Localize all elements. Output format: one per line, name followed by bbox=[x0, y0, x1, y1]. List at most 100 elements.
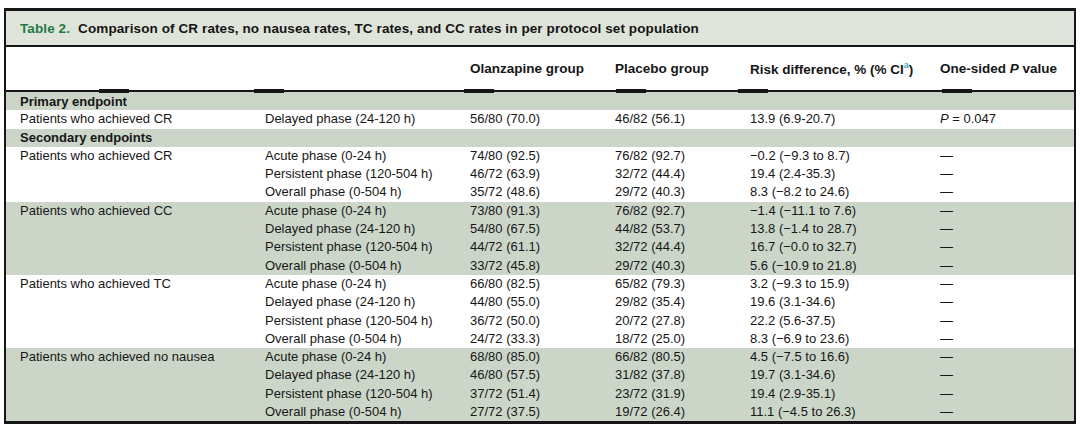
section-header-row: Secondary endpoints bbox=[6, 129, 1074, 147]
cell-olanzapine: 35/72 (48.6) bbox=[470, 183, 615, 201]
table-row: Delayed phase (24-120 h)46/80 (57.5)31/8… bbox=[6, 366, 1074, 384]
cell-endpoint: Patients who achieved no nausea bbox=[20, 348, 265, 366]
cell-placebo: 29/82 (35.4) bbox=[615, 293, 750, 311]
cell-placebo: 23/72 (31.9) bbox=[615, 385, 750, 403]
cell-olanzapine: 27/72 (37.5) bbox=[470, 403, 615, 421]
cell-risk-difference: 13.9 (6.9-20.7) bbox=[750, 110, 940, 128]
risk-header-close: ) bbox=[909, 62, 914, 77]
p-symbol: P bbox=[940, 111, 949, 126]
table-header-row: Olanzapine group Placebo group Risk diff… bbox=[6, 47, 1074, 92]
cell-phase: Acute phase (0-24 h) bbox=[265, 147, 470, 165]
cell-phase: Persistent phase (120-504 h) bbox=[265, 385, 470, 403]
cell-olanzapine: 46/80 (57.5) bbox=[470, 366, 615, 384]
cell-phase: Acute phase (0-24 h) bbox=[265, 348, 470, 366]
cell-risk-difference: 11.1 (−4.5 to 26.3) bbox=[750, 403, 940, 421]
table-row: Patients who achieved CCAcute phase (0-2… bbox=[6, 202, 1074, 220]
cell-risk-difference: −1.4 (−11.1 to 7.6) bbox=[750, 202, 940, 220]
table-row: Patients who achieved CRDelayed phase (2… bbox=[6, 110, 1074, 128]
cell-placebo: 44/82 (53.7) bbox=[615, 220, 750, 238]
column-rule-tick bbox=[942, 89, 972, 93]
table-row: Persistent phase (120-504 h)46/72 (63.9)… bbox=[6, 165, 1074, 183]
cell-risk-difference: 19.4 (2.9-35.1) bbox=[750, 385, 940, 403]
cell-placebo: 32/72 (44.4) bbox=[615, 165, 750, 183]
cell-olanzapine: 66/80 (82.5) bbox=[470, 275, 615, 293]
cell-p-value: — bbox=[940, 165, 1074, 183]
p-header-symbol: P bbox=[1010, 61, 1019, 76]
cell-p-value: — bbox=[940, 312, 1074, 330]
cell-olanzapine: 37/72 (51.4) bbox=[470, 385, 615, 403]
cell-risk-difference: 19.7 (3.1-34.6) bbox=[750, 366, 940, 384]
column-rule-tick bbox=[99, 89, 129, 93]
cell-olanzapine: 56/80 (70.0) bbox=[470, 110, 615, 128]
table-row: Patients who achieved no nauseaAcute pha… bbox=[6, 348, 1074, 366]
header-one-sided-p-value: One-sided P value bbox=[940, 61, 1074, 76]
cell-placebo: 18/72 (25.0) bbox=[615, 330, 750, 348]
cell-placebo: 19/72 (26.4) bbox=[615, 403, 750, 421]
table-number-label: Table 2. bbox=[20, 21, 70, 36]
table-2: Table 2. Comparison of CR rates, no naus… bbox=[4, 8, 1076, 424]
cell-p-value: — bbox=[940, 275, 1074, 293]
cell-olanzapine: 46/72 (63.9) bbox=[470, 165, 615, 183]
cell-risk-difference: 5.6 (−10.9 to 21.8) bbox=[750, 257, 940, 275]
cell-olanzapine: 24/72 (33.3) bbox=[470, 330, 615, 348]
cell-p-value: — bbox=[940, 202, 1074, 220]
cell-risk-difference: 19.6 (3.1-34.6) bbox=[750, 293, 940, 311]
table-row: Persistent phase (120-504 h)44/72 (61.1)… bbox=[6, 238, 1074, 256]
table-row: Delayed phase (24-120 h)44/80 (55.0)29/8… bbox=[6, 293, 1074, 311]
cell-p-value: — bbox=[940, 147, 1074, 165]
cell-endpoint: Patients who achieved CC bbox=[20, 202, 265, 220]
cell-p-value: — bbox=[940, 257, 1074, 275]
column-rule-tick bbox=[254, 89, 284, 93]
cell-risk-difference: 19.4 (2.4-35.3) bbox=[750, 165, 940, 183]
table-title-band: Table 2. Comparison of CR rates, no naus… bbox=[6, 11, 1074, 47]
cell-p-value: — bbox=[940, 330, 1074, 348]
cell-olanzapine: 74/80 (92.5) bbox=[470, 147, 615, 165]
cell-endpoint: Patients who achieved TC bbox=[20, 275, 265, 293]
section-header-label: Secondary endpoints bbox=[20, 130, 152, 145]
cell-endpoint: Patients who achieved CR bbox=[20, 110, 265, 128]
section-header-row: Primary endpoint bbox=[6, 92, 1074, 110]
cell-phase: Overall phase (0-504 h) bbox=[265, 403, 470, 421]
cell-risk-difference: 16.7 (−0.0 to 32.7) bbox=[750, 238, 940, 256]
cell-olanzapine: 33/72 (45.8) bbox=[470, 257, 615, 275]
cell-olanzapine: 68/80 (85.0) bbox=[470, 348, 615, 366]
cell-phase: Delayed phase (24-120 h) bbox=[265, 366, 470, 384]
cell-p-value: — bbox=[940, 220, 1074, 238]
cell-risk-difference: 8.3 (−6.9 to 23.6) bbox=[750, 330, 940, 348]
cell-p-value: — bbox=[940, 348, 1074, 366]
cell-placebo: 65/82 (79.3) bbox=[615, 275, 750, 293]
cell-placebo: 66/82 (80.5) bbox=[615, 348, 750, 366]
page: Table 2. Comparison of CR rates, no naus… bbox=[0, 0, 1080, 424]
cell-p-value: — bbox=[940, 293, 1074, 311]
cell-olanzapine: 36/72 (50.0) bbox=[470, 312, 615, 330]
cell-placebo: 76/82 (92.7) bbox=[615, 202, 750, 220]
table-row: Overall phase (0-504 h)35/72 (48.6)29/72… bbox=[6, 183, 1074, 201]
cell-risk-difference: 3.2 (−9.3 to 15.9) bbox=[750, 275, 940, 293]
cell-endpoint: Patients who achieved CR bbox=[20, 147, 265, 165]
cell-olanzapine: 73/80 (91.3) bbox=[470, 202, 615, 220]
table-body: Primary endpointPatients who achieved CR… bbox=[6, 92, 1074, 421]
cell-phase: Persistent phase (120-504 h) bbox=[265, 238, 470, 256]
cell-phase: Overall phase (0-504 h) bbox=[265, 183, 470, 201]
table-row: Persistent phase (120-504 h)37/72 (51.4)… bbox=[6, 385, 1074, 403]
cell-phase: Overall phase (0-504 h) bbox=[265, 330, 470, 348]
cell-p-value: — bbox=[940, 403, 1074, 421]
table-title-text: Comparison of CR rates, no nausea rates,… bbox=[78, 21, 699, 36]
p-header-suffix: value bbox=[1019, 61, 1057, 76]
cell-phase: Delayed phase (24-120 h) bbox=[265, 293, 470, 311]
column-rule-tick bbox=[738, 89, 768, 93]
table-row: Overall phase (0-504 h)33/72 (45.8)29/72… bbox=[6, 257, 1074, 275]
header-risk-difference: Risk difference, % (% CIa) bbox=[750, 60, 940, 77]
cell-placebo: 29/72 (40.3) bbox=[615, 183, 750, 201]
table-row: Patients who achieved TCAcute phase (0-2… bbox=[6, 275, 1074, 293]
header-olanzapine-group: Olanzapine group bbox=[470, 61, 615, 76]
cell-placebo: 20/72 (27.8) bbox=[615, 312, 750, 330]
cell-phase: Delayed phase (24-120 h) bbox=[265, 110, 470, 128]
cell-placebo: 32/72 (44.4) bbox=[615, 238, 750, 256]
cell-p-value: — bbox=[940, 183, 1074, 201]
cell-placebo: 29/72 (40.3) bbox=[615, 257, 750, 275]
cell-placebo: 76/82 (92.7) bbox=[615, 147, 750, 165]
cell-phase: Delayed phase (24-120 h) bbox=[265, 220, 470, 238]
cell-p-value: — bbox=[940, 385, 1074, 403]
header-placebo-group: Placebo group bbox=[615, 61, 750, 76]
